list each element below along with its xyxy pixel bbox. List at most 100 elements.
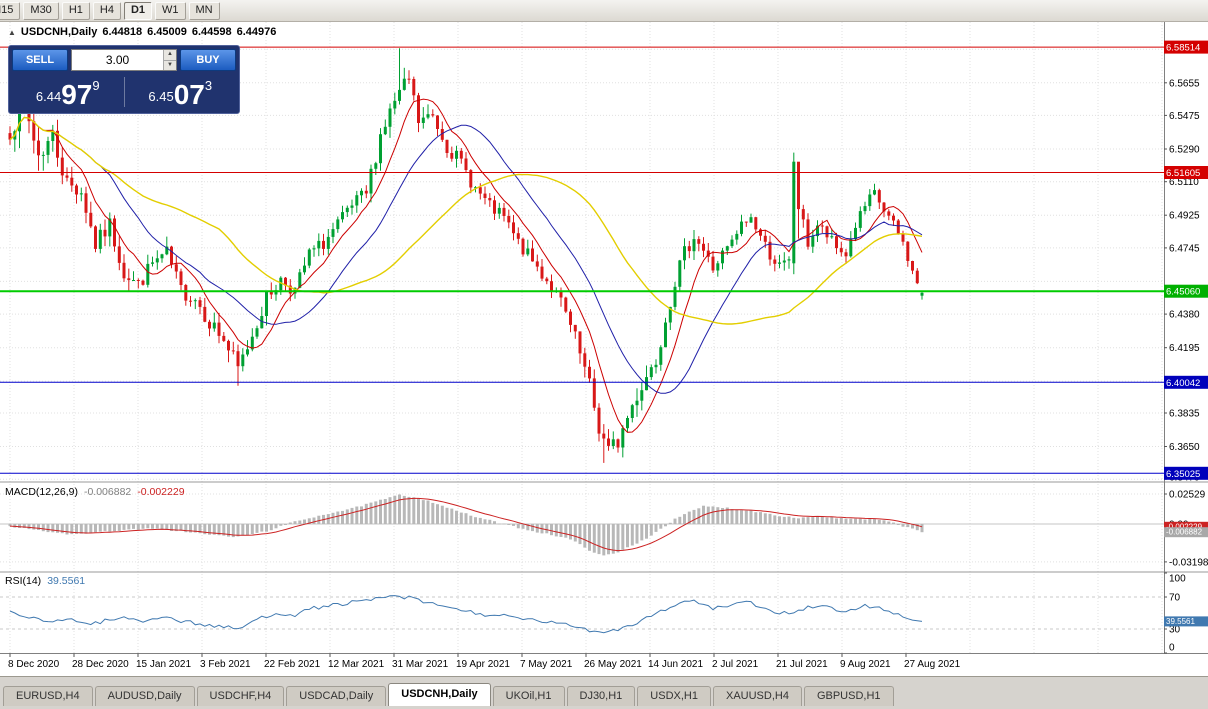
moving-average-8 <box>9 98 923 433</box>
timeframe-button-h1[interactable]: H1 <box>61 1 90 20</box>
macd-value-badges: -0.002229-0.006882 <box>1164 521 1208 538</box>
chart-tab-bar: EURUSD,H4 AUDUSD,Daily USDCHF,H4 USDCAD,Dai… <box>0 683 1208 706</box>
macd-signal-line <box>9 497 923 552</box>
svg-text:6.45060: 6.45060 <box>1166 287 1200 298</box>
volume-field[interactable]: 3.00 ▲ ▼ <box>71 49 177 71</box>
rsi-name: RSI(14) <box>5 575 42 587</box>
volume-increase-button[interactable]: ▲ <box>164 50 176 61</box>
svg-text:6.58514: 6.58514 <box>1166 43 1200 54</box>
ohlc-open: 6.44818 <box>102 26 143 38</box>
svg-text:7 May 2021: 7 May 2021 <box>520 659 573 670</box>
chart-tab-usdx-h1[interactable]: USDX,H1 <box>637 686 711 706</box>
rsi-axis[interactable]: 100 70 30 0 <box>1164 572 1186 654</box>
sell-price-display[interactable]: 6.44 97 9 <box>12 77 124 110</box>
chart-tab-usdchf-h4[interactable]: USDCHF,H4 <box>196 686 285 706</box>
rsi-line <box>9 595 923 634</box>
macd-indicator-label: MACD(12,26,9) -0.006882 -0.002229 <box>5 486 185 498</box>
svg-text:6.5290: 6.5290 <box>1169 145 1200 156</box>
rsi-value: 39.5561 <box>47 575 86 587</box>
buy-button[interactable]: BUY <box>180 49 236 71</box>
svg-text:0: 0 <box>1169 643 1175 654</box>
chart-symbol-period: USDCNH,Daily <box>20 26 98 38</box>
svg-text:14 Jun 2021: 14 Jun 2021 <box>648 659 703 670</box>
bottom-bar: EURUSD,H4 AUDUSD,Daily USDCHF,H4 USDCAD,Dai… <box>0 676 1208 709</box>
ohlc-low: 6.44598 <box>191 26 232 38</box>
chart-tab-eurusd-h4[interactable]: EURUSD,H4 <box>3 686 93 706</box>
rsi-indicator-label: RSI(14) 39.5561 <box>5 575 85 587</box>
price-divider <box>123 77 125 107</box>
chart-tab-audusd-daily[interactable]: AUDUSD,Daily <box>94 686 195 706</box>
svg-text:3 Feb 2021: 3 Feb 2021 <box>200 659 251 670</box>
chart-tab-ukoil-h1[interactable]: UKOil,H1 <box>492 686 565 706</box>
svg-text:6.4745: 6.4745 <box>1169 243 1200 254</box>
svg-text:15 Jan 2021: 15 Jan 2021 <box>136 659 191 670</box>
svg-text:26 May 2021: 26 May 2021 <box>584 659 642 670</box>
rsi-value-badge: 39.5561 <box>1164 616 1208 627</box>
sell-price-big: 97 <box>61 78 93 110</box>
chart-tab-dj30-h1[interactable]: DJ30,H1 <box>566 686 636 706</box>
buy-price-big: 07 <box>173 78 205 110</box>
timeframe-toolbar: M15M30H1H4D1W1MN <box>0 0 1208 22</box>
buy-price-display[interactable]: 6.45 07 3 <box>125 77 237 110</box>
svg-text:21 Jul 2021: 21 Jul 2021 <box>776 659 828 670</box>
time-axis[interactable]: 8 Dec 2020 28 Dec 2020 15 Jan 2021 3 Feb 20… <box>8 653 961 671</box>
moving-average-45 <box>9 116 923 325</box>
chart-canvas[interactable]: 6.5655 6.5475 6.5290 6.5110 6.4925 6.4745 6.43… <box>0 22 1208 676</box>
moving-average-20 <box>9 116 923 394</box>
svg-text:19 Apr 2021: 19 Apr 2021 <box>456 659 510 670</box>
svg-text:9 Aug 2021: 9 Aug 2021 <box>840 659 891 670</box>
svg-text:-0.002229: -0.002229 <box>1166 522 1203 531</box>
svg-text:6.3835: 6.3835 <box>1169 409 1200 420</box>
svg-text:-0.03198: -0.03198 <box>1169 557 1208 568</box>
timeframe-button-w1[interactable]: W1 <box>155 1 186 20</box>
macd-signal-value: -0.002229 <box>137 486 185 498</box>
timeframe-button-m15[interactable]: M15 <box>0 1 21 20</box>
buy-price-prefix: 6.45 <box>148 88 174 104</box>
one-click-trading-panel: SELL 3.00 ▲ ▼ BUY 6.44 97 9 6.45 07 3 <box>8 45 240 114</box>
svg-text:70: 70 <box>1169 593 1181 604</box>
chart-background <box>0 22 1208 676</box>
svg-text:6.4925: 6.4925 <box>1169 211 1200 222</box>
ohlc-close: 6.44976 <box>236 26 277 38</box>
sell-price-prefix: 6.44 <box>35 88 62 104</box>
one-click-collapse-icon[interactable]: ▲ <box>8 27 16 37</box>
svg-text:12 Mar 2021: 12 Mar 2021 <box>328 659 385 670</box>
panel-separators[interactable] <box>0 481 1208 573</box>
timeframe-button-d1[interactable]: D1 <box>123 1 152 20</box>
sell-button[interactable]: SELL <box>12 49 68 71</box>
svg-text:39.5561: 39.5561 <box>1166 617 1195 626</box>
svg-text:6.35025: 6.35025 <box>1166 469 1200 480</box>
svg-text:6.4195: 6.4195 <box>1169 343 1200 354</box>
volume-decrease-button[interactable]: ▼ <box>164 60 176 70</box>
candlesticks <box>8 48 924 463</box>
timeframe-button-mn[interactable]: MN <box>188 1 220 20</box>
svg-text:8 Dec 2020: 8 Dec 2020 <box>8 659 60 670</box>
macd-value: -0.006882 <box>83 486 132 498</box>
svg-text:0.02529: 0.02529 <box>1169 490 1206 501</box>
ohlc-high: 6.45009 <box>147 26 187 38</box>
macd-name: MACD(12,26,9) <box>5 486 78 498</box>
chart-window[interactable]: 6.5655 6.5475 6.5290 6.5110 6.4925 6.4745 6.43… <box>0 22 1208 676</box>
svg-text:6.5655: 6.5655 <box>1169 78 1200 89</box>
svg-text:6.4380: 6.4380 <box>1169 310 1200 321</box>
price-line-badges: 6.58514 6.51605 6.45060 6.40042 6.35025 <box>1164 40 1208 480</box>
svg-text:31 Mar 2021: 31 Mar 2021 <box>392 659 449 670</box>
svg-text:27 Aug 2021: 27 Aug 2021 <box>904 659 961 670</box>
svg-text:2 Jul 2021: 2 Jul 2021 <box>712 659 759 670</box>
svg-text:22 Feb 2021: 22 Feb 2021 <box>264 659 321 670</box>
chart-tab-gbpusd-h1[interactable]: GBPUSD,H1 <box>803 686 894 706</box>
timeframe-button-m30[interactable]: M30 <box>23 1 59 20</box>
chart-tab-usdcad-daily[interactable]: USDCAD,Daily <box>286 686 387 706</box>
chart-tab-xauusd-h4[interactable]: XAUUSD,H4 <box>712 686 802 706</box>
svg-text:28 Dec 2020: 28 Dec 2020 <box>72 659 129 670</box>
buy-price-pip: 3 <box>204 77 213 93</box>
volume-spinner: ▲ ▼ <box>163 50 176 70</box>
chart-tab-usdcnh-daily[interactable]: USDCNH,Daily <box>388 683 491 706</box>
svg-text:6.5475: 6.5475 <box>1169 111 1200 122</box>
svg-text:6.3650: 6.3650 <box>1169 442 1200 453</box>
svg-text:30: 30 <box>1169 625 1181 636</box>
svg-text:6.5110: 6.5110 <box>1169 177 1199 188</box>
timeframe-button-h4[interactable]: H4 <box>92 1 121 20</box>
sell-price-pip: 9 <box>92 77 100 93</box>
